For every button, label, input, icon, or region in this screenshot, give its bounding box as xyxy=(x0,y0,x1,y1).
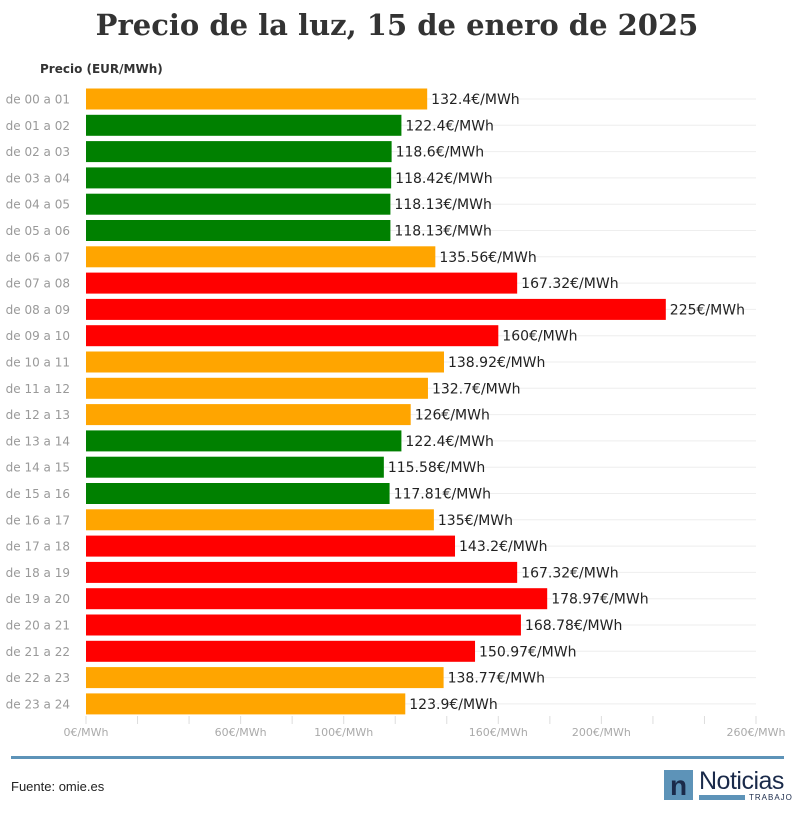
bar xyxy=(86,614,521,636)
category-label: de 05 a 06 xyxy=(6,224,70,238)
bar xyxy=(86,114,402,136)
data-label: 132.7€/MWh xyxy=(432,381,521,397)
data-label: 132.4€/MWh xyxy=(431,92,519,108)
x-tick-label: 260€/MWh xyxy=(726,726,785,739)
category-label: de 11 a 12 xyxy=(6,382,70,396)
category-label: de 08 a 09 xyxy=(6,303,70,317)
bar xyxy=(86,456,384,478)
category-label: de 03 a 04 xyxy=(6,171,70,185)
bar xyxy=(86,483,390,504)
category-label: de 22 a 23 xyxy=(6,671,70,685)
bar xyxy=(86,640,476,662)
category-label: de 06 a 07 xyxy=(6,250,70,264)
data-label: 150.97€/MWh xyxy=(479,644,576,660)
category-label: de 17 a 18 xyxy=(6,540,70,554)
bar xyxy=(86,141,392,163)
bar xyxy=(86,377,428,399)
category-label: de 04 a 05 xyxy=(6,198,70,212)
x-tick-label: 160€/MWh xyxy=(469,726,528,739)
category-label: de 18 a 19 xyxy=(6,566,70,580)
data-label: 167.32€/MWh xyxy=(521,565,618,581)
x-tick-label: 60€/MWh xyxy=(215,726,267,739)
category-label: de 20 a 21 xyxy=(6,619,70,633)
category-label: de 13 a 14 xyxy=(6,434,70,448)
category-label: de 21 a 22 xyxy=(6,645,70,659)
data-label: 122.4€/MWh xyxy=(405,118,494,134)
bar-chart: Precio (EUR/MWh) de 00 a 01 132.4€/MWh de … xyxy=(6,62,786,739)
data-label: 135.56€/MWh xyxy=(439,250,536,266)
data-label: 178.97€/MWh xyxy=(551,592,648,608)
bar xyxy=(86,561,518,583)
chart-title: Precio de la luz, 15 de enero de 2025 xyxy=(95,8,699,42)
data-label: 122.4€/MWh xyxy=(405,434,494,450)
category-label: de 07 a 08 xyxy=(6,277,70,291)
data-label: 118.13€/MWh xyxy=(394,224,491,240)
data-label: 143.2€/MWh xyxy=(459,539,548,555)
bar xyxy=(86,430,402,452)
data-label: 118.6€/MWh xyxy=(396,145,485,161)
bar xyxy=(86,298,666,320)
data-label: 123.9€/MWh xyxy=(409,697,498,713)
bar xyxy=(86,246,436,268)
bar xyxy=(86,88,428,110)
data-label: 118.13€/MWh xyxy=(394,197,491,213)
data-label: 138.92€/MWh xyxy=(448,355,545,371)
category-label: de 23 a 24 xyxy=(6,697,70,711)
data-label: 225€/MWh xyxy=(670,302,745,318)
bar xyxy=(86,220,391,241)
data-label: 167.32€/MWh xyxy=(521,276,618,292)
category-label: de 15 a 16 xyxy=(6,487,70,501)
data-label: 126€/MWh xyxy=(415,408,490,424)
category-label: de 12 a 13 xyxy=(6,408,70,422)
bar xyxy=(86,535,456,557)
footer-divider xyxy=(11,756,784,759)
x-tick-label: 0€/MWh xyxy=(63,726,108,739)
source-text: Fuente: omie.es xyxy=(11,779,105,794)
bar xyxy=(86,325,499,347)
category-label: de 01 a 02 xyxy=(6,119,70,133)
noticias-trabajo-logo: n Noticias TRABAJO xyxy=(664,767,792,802)
data-label: 115.58€/MWh xyxy=(388,460,485,476)
data-label: 138.77€/MWh xyxy=(448,671,545,687)
data-label: 117.81€/MWh xyxy=(394,487,491,503)
bar xyxy=(86,272,518,294)
category-label: de 10 a 11 xyxy=(6,356,70,370)
bar xyxy=(86,404,411,426)
y-axis-title: Precio (EUR/MWh) xyxy=(40,62,163,76)
bar xyxy=(86,588,548,610)
bar xyxy=(86,351,444,373)
data-label: 168.78€/MWh xyxy=(525,618,622,634)
category-label: de 14 a 15 xyxy=(6,461,70,475)
bar xyxy=(86,193,391,215)
category-label: de 19 a 20 xyxy=(6,592,70,606)
category-label: de 02 a 03 xyxy=(6,145,70,159)
bar xyxy=(86,509,434,531)
category-label: de 00 a 01 xyxy=(6,93,70,107)
bar xyxy=(86,167,392,189)
bar xyxy=(86,693,406,715)
data-label: 118.42€/MWh xyxy=(395,171,492,187)
data-label: 160€/MWh xyxy=(502,329,577,345)
x-tick-label: 100€/MWh xyxy=(314,726,373,739)
bar xyxy=(86,667,444,689)
category-label: de 16 a 17 xyxy=(6,513,70,527)
data-label: 135€/MWh xyxy=(438,513,513,529)
x-tick-label: 200€/MWh xyxy=(572,726,631,739)
category-label: de 09 a 10 xyxy=(6,329,70,343)
